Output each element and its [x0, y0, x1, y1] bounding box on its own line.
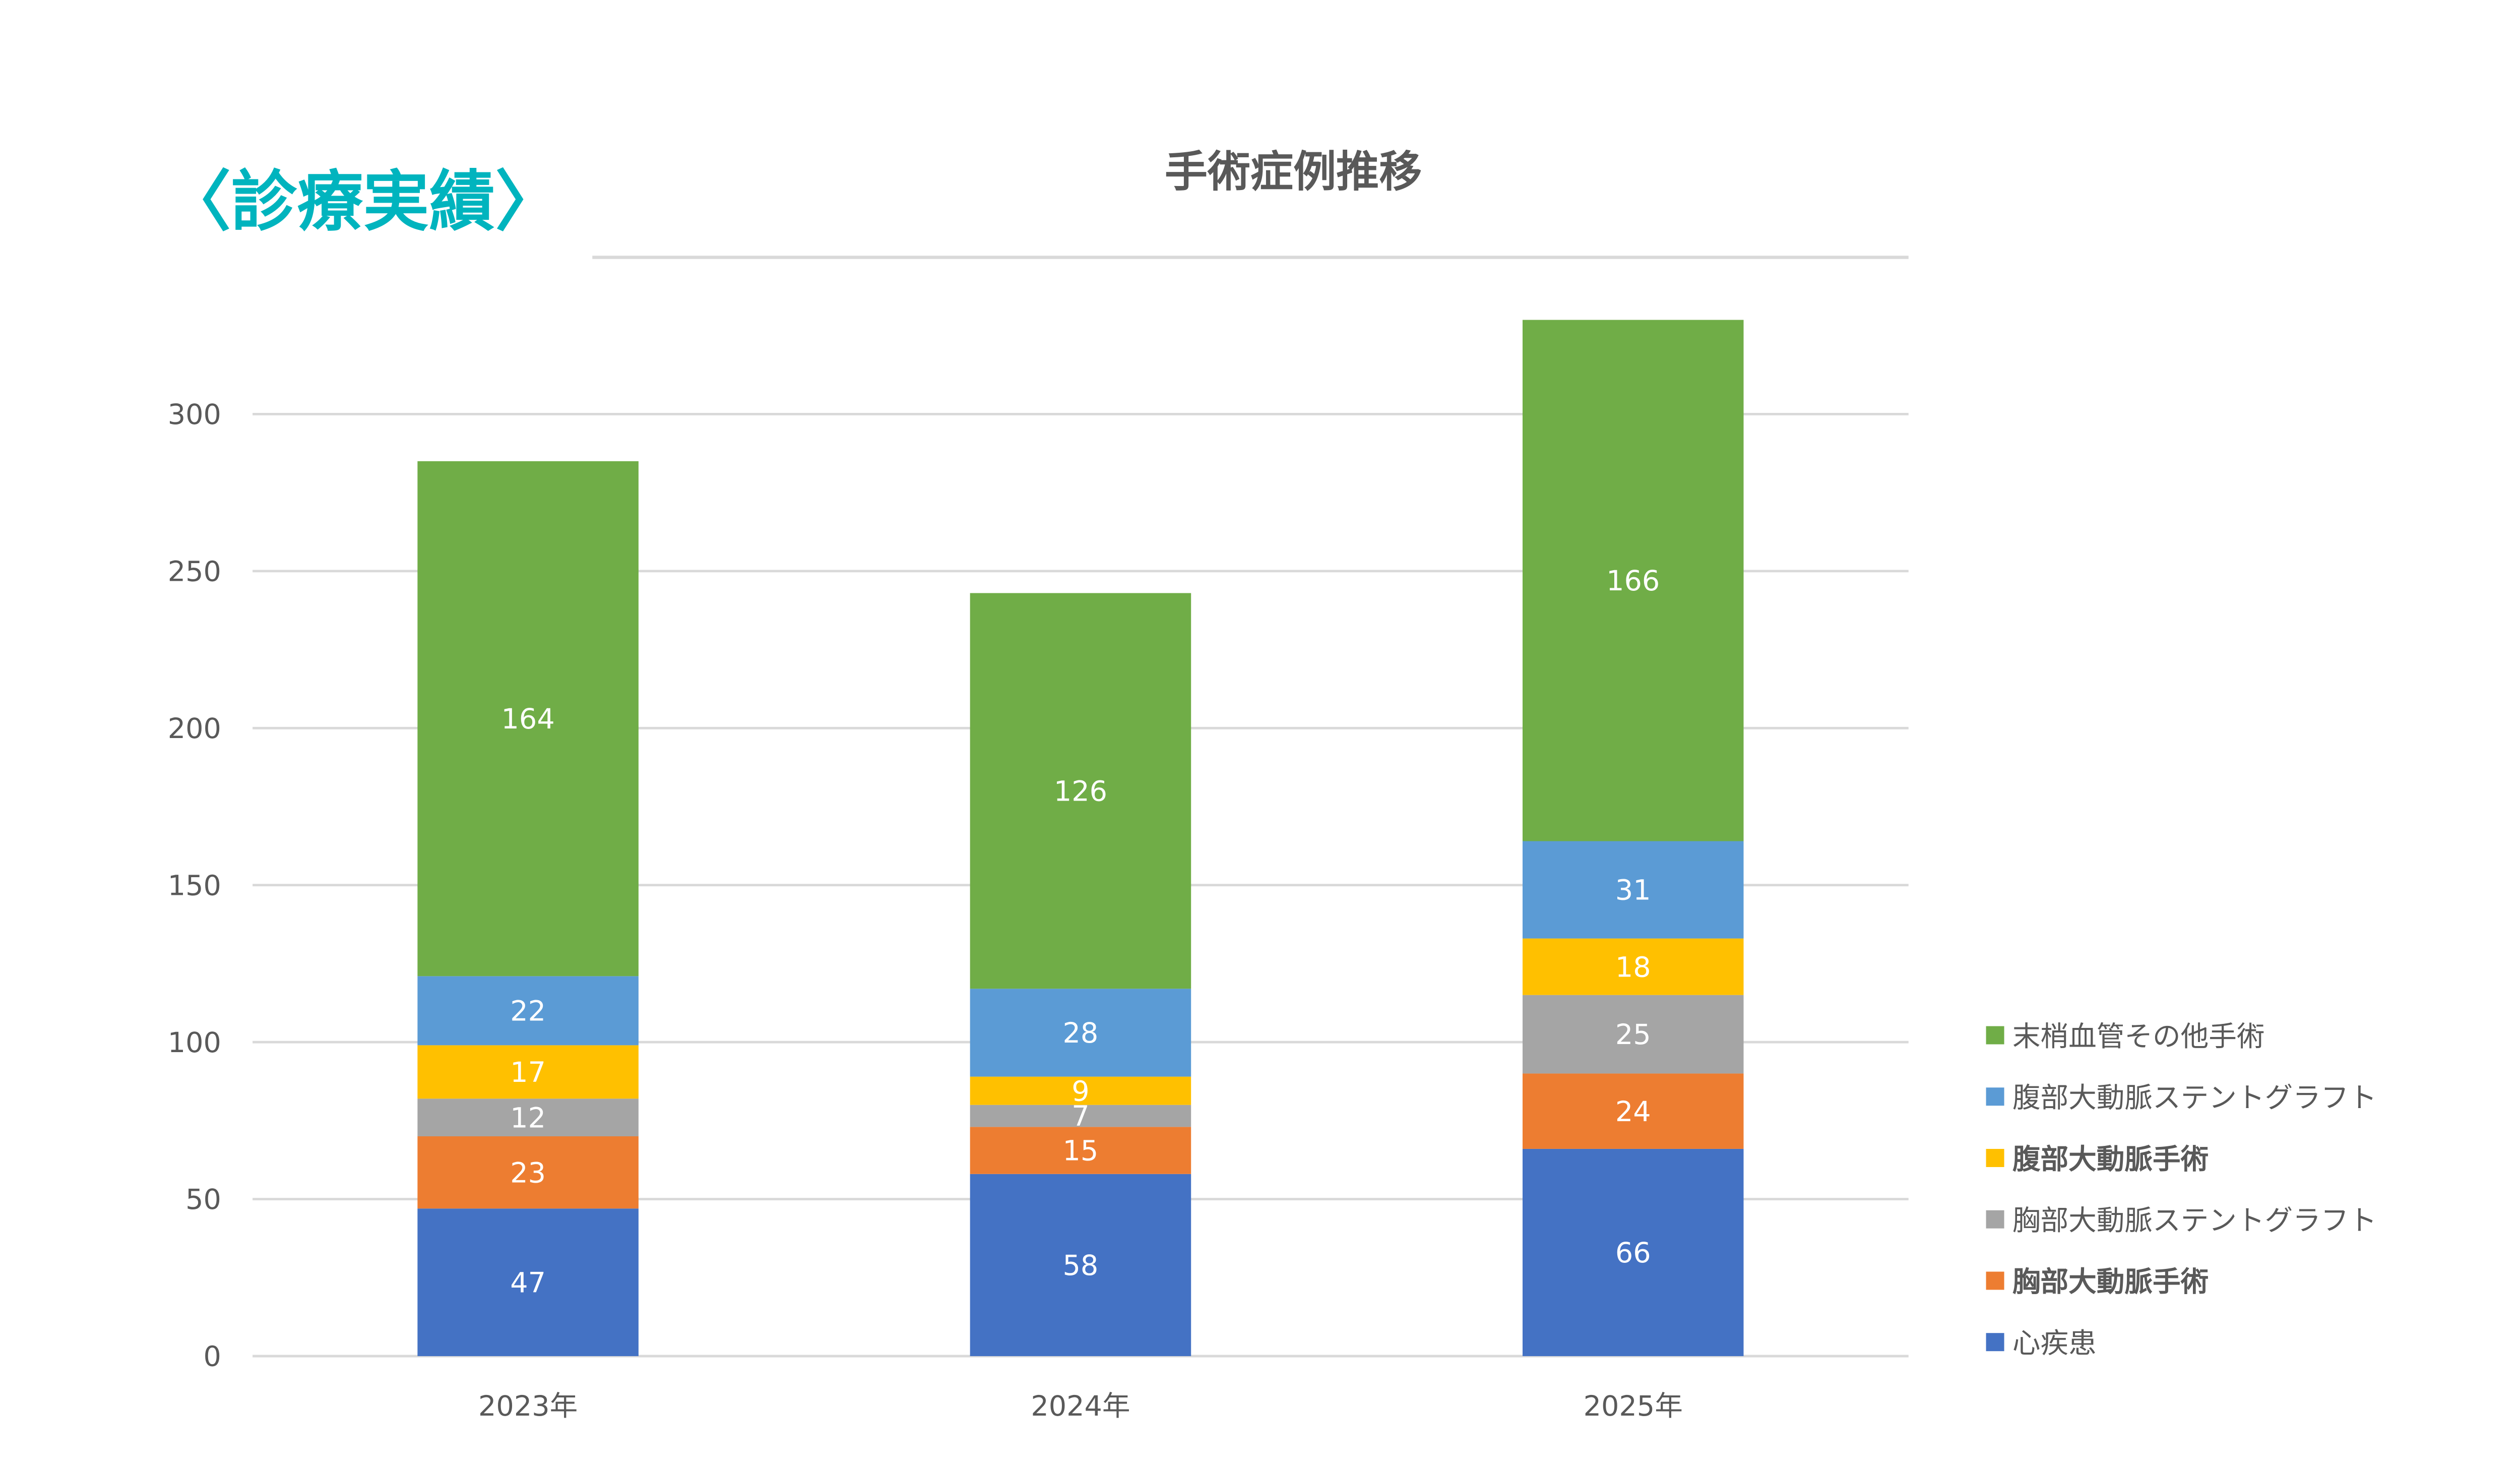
data-label: 7: [1072, 1100, 1089, 1133]
data-label: 24: [1615, 1095, 1651, 1128]
y-tick-label: 0: [204, 1340, 221, 1373]
bar-segment: [970, 1105, 1191, 1127]
legend-item: 胸部大動脈ステントグラフト: [1986, 1204, 2377, 1237]
bar-segment: [417, 1098, 639, 1137]
data-label: 66: [1615, 1237, 1651, 1269]
bar-segment: [1522, 1148, 1744, 1357]
y-tick-label: 200: [168, 712, 221, 745]
legend-swatch: [1986, 1210, 2004, 1229]
legend-item: 心疾患: [1986, 1327, 2097, 1360]
legend-label: 心疾患: [2012, 1327, 2097, 1360]
legend-label: 胸部大動脈手術: [2012, 1266, 2209, 1299]
bar-segment: [1522, 320, 1744, 841]
legend-swatch: [1986, 1148, 2004, 1167]
legend-swatch: [1986, 1087, 2004, 1106]
data-label: 164: [501, 703, 555, 736]
bar-segment: [417, 1208, 639, 1357]
bar-segment: [417, 1136, 639, 1209]
y-tick-label: 250: [168, 555, 221, 588]
bar-segment: [970, 593, 1191, 989]
legend-item: 胸部大動脈手術: [1986, 1266, 2209, 1299]
data-label: 15: [1063, 1135, 1099, 1168]
bar-segment: [970, 989, 1191, 1077]
data-label: 31: [1615, 874, 1651, 907]
data-label: 166: [1606, 565, 1660, 597]
y-tick-label: 150: [168, 869, 221, 902]
y-tick-label: 300: [168, 398, 221, 431]
y-tick-label: 100: [168, 1026, 221, 1059]
data-label: 28: [1063, 1017, 1099, 1050]
bar-segment: [1522, 938, 1744, 995]
bar-segment: [970, 1127, 1191, 1174]
data-label: 12: [510, 1102, 546, 1134]
bar-segment: [970, 1076, 1191, 1105]
bar-segment: [970, 1174, 1191, 1357]
x-tick-label: 2024年: [1031, 1390, 1130, 1423]
x-tick-label: 2023年: [478, 1390, 578, 1423]
x-tick-label: 2025年: [1584, 1390, 1683, 1423]
chart-title: 手術症例推移: [1165, 147, 1422, 197]
legend-label: 胸部大動脈ステントグラフト: [2012, 1204, 2377, 1237]
bar-segment: [417, 1045, 639, 1099]
legend-label: 末梢血管その他手術: [2012, 1020, 2265, 1053]
legend-swatch: [1986, 1271, 2004, 1290]
data-label: 17: [510, 1056, 546, 1089]
data-label: 22: [510, 995, 546, 1027]
legend-item: 腹部大動脈手術: [1986, 1143, 2209, 1176]
legend-swatch: [1986, 1026, 2004, 1045]
bar-segment: [1522, 995, 1744, 1074]
bar-segment: [1522, 1073, 1744, 1149]
bar-segment: [1522, 841, 1744, 939]
data-label: 126: [1054, 775, 1107, 808]
data-label: 47: [510, 1266, 546, 1299]
bar-segment: [417, 976, 639, 1046]
legend-item: 末梢血管その他手術: [1986, 1020, 2265, 1053]
y-tick-label: 50: [185, 1183, 221, 1216]
legend-label: 腹部大動脈ステントグラフト: [2012, 1082, 2377, 1115]
data-label: 9: [1072, 1075, 1089, 1108]
legend-item: 腹部大動脈ステントグラフト: [1986, 1082, 2377, 1115]
data-label: 23: [510, 1156, 546, 1189]
data-label: 58: [1063, 1249, 1099, 1282]
page-heading: 〈診療実績〉: [165, 163, 561, 240]
data-label: 25: [1615, 1018, 1651, 1051]
data-label: 18: [1615, 951, 1651, 984]
bar-segment: [417, 461, 639, 976]
legend-label: 腹部大動脈手術: [2012, 1143, 2209, 1176]
legend-swatch: [1986, 1333, 2004, 1352]
